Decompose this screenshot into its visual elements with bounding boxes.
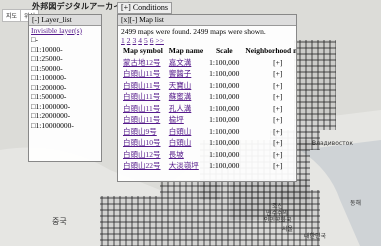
map-label: 동해 [350,200,361,207]
page-link[interactable]: >> [156,36,164,45]
scale: 1:100,000 [206,68,242,80]
scale: 1:100,000 [206,57,242,69]
column-header: Neighborhood maps [242,46,297,57]
scale: 1:100,000 [206,126,242,138]
column-header: Scale [206,46,242,57]
neighborhood-toggle[interactable]: [+] [242,160,297,172]
layer-checkbox[interactable]: □1:50000- [29,64,101,74]
neighborhood-toggle[interactable]: [+] [242,68,297,80]
column-header: Map symbol [120,46,166,57]
map-label: 중국 [52,218,67,225]
map-button[interactable]: 지도 [2,9,21,22]
map-symbol[interactable]: 蒙古地12号 [120,57,166,69]
map-name[interactable]: 大淡嶺坪 [166,160,206,172]
neighborhood-toggle[interactable]: [+] [242,91,297,103]
scale: 1:100,000 [206,91,242,103]
neighborhood-toggle[interactable]: [+] [242,149,297,161]
map-symbol[interactable]: 白頭山11号 [120,68,166,80]
scale: 1:100,000 [206,160,242,172]
neighborhood-toggle[interactable]: [+] [242,103,297,115]
map-symbol[interactable]: 白頭山11号 [120,114,166,126]
column-header: Map name [166,46,206,57]
result-info: 2499 maps were found. 2499 maps were sho… [118,26,296,37]
map-name[interactable]: 蘇蜜溝 [166,91,206,103]
page-link[interactable]: 1 [121,36,125,45]
site-logo[interactable]: 外邦図デジタルアーカイブ [32,1,130,12]
neighborhood-toggle[interactable]: [+] [242,137,297,149]
scale: 1:100,000 [206,137,242,149]
map-symbol[interactable]: 白頭山10号 [120,137,166,149]
conditions-toggle[interactable]: [+] Conditions [117,2,172,14]
map-name[interactable]: 嘉文溝 [166,57,206,69]
map-symbol[interactable]: 白頭山9号 [120,126,166,138]
scale: 1:100,000 [206,103,242,115]
page-link[interactable]: 6 [150,36,154,45]
map-name[interactable]: 白頭山 [166,126,206,138]
map-symbol[interactable]: 白頭山11号 [120,80,166,92]
map-name[interactable]: 饗醬子 [166,68,206,80]
map-name[interactable]: 長坡 [166,149,206,161]
layer-checkbox[interactable]: □1:10000000- [29,121,101,131]
map-label: 민주주의 [266,210,288,217]
layer-checkbox[interactable]: □1:10000- [29,45,101,55]
page-link[interactable]: 2 [127,36,131,45]
page: {"header": {"logo": "外邦図デジタルアーカイブ", "con… [0,0,381,246]
scale: 1:100,000 [206,114,242,126]
map-list-title[interactable]: [x][-] Map list [118,15,296,26]
map-symbol[interactable]: 白頭山22号 [120,160,166,172]
map-label: Владивосток [312,140,353,147]
neighborhood-toggle[interactable]: [+] [242,57,297,69]
map-name[interactable]: 楡坪 [166,114,206,126]
layer-checkbox[interactable]: □- [29,35,101,45]
map-label: 서울 [282,226,293,233]
layer-checkbox[interactable]: □1:200000- [29,83,101,93]
layer-checkbox[interactable]: □1:100000- [29,73,101,83]
layer-checkbox[interactable]: □1:2000000- [29,111,101,121]
neighborhood-toggle[interactable]: [+] [242,114,297,126]
map-list-panel: [x][-] Map list 2499 maps were found. 24… [117,14,297,182]
invisible-layers-link[interactable]: Invisible layer(s) [29,26,101,36]
map-label: 인민공화국 [264,217,292,224]
layer-checkbox[interactable]: □1:25000- [29,54,101,64]
neighborhood-toggle[interactable]: [+] [242,80,297,92]
map-name[interactable]: 白頭山 [166,137,206,149]
map-label: 대한민국 [304,233,326,240]
layer-panel-title[interactable]: [-] Layer_list [29,15,101,26]
scale: 1:100,000 [206,80,242,92]
layer-items: □-□1:10000-□1:25000-□1:50000-□1:100000-□… [29,35,101,130]
map-name[interactable]: 天寶山 [166,80,206,92]
map-symbol[interactable]: 白頭山11号 [120,103,166,115]
map-label: 조선 [272,203,283,210]
page-link[interactable]: 5 [144,36,148,45]
layer-checkbox[interactable]: □1:1000000- [29,102,101,112]
neighborhood-toggle[interactable]: [+] [242,126,297,138]
page-link[interactable]: 3 [133,36,137,45]
scale: 1:100,000 [206,149,242,161]
page-link[interactable]: 4 [138,36,142,45]
layer-checkbox[interactable]: □1:500000- [29,92,101,102]
layer-panel: [-] Layer_list Invisible layer(s) □-□1:1… [28,14,102,162]
map-symbol[interactable]: 白頭山11号 [120,91,166,103]
map-name[interactable]: 孔人溝 [166,103,206,115]
map-symbol[interactable]: 白頭山12号 [120,149,166,161]
